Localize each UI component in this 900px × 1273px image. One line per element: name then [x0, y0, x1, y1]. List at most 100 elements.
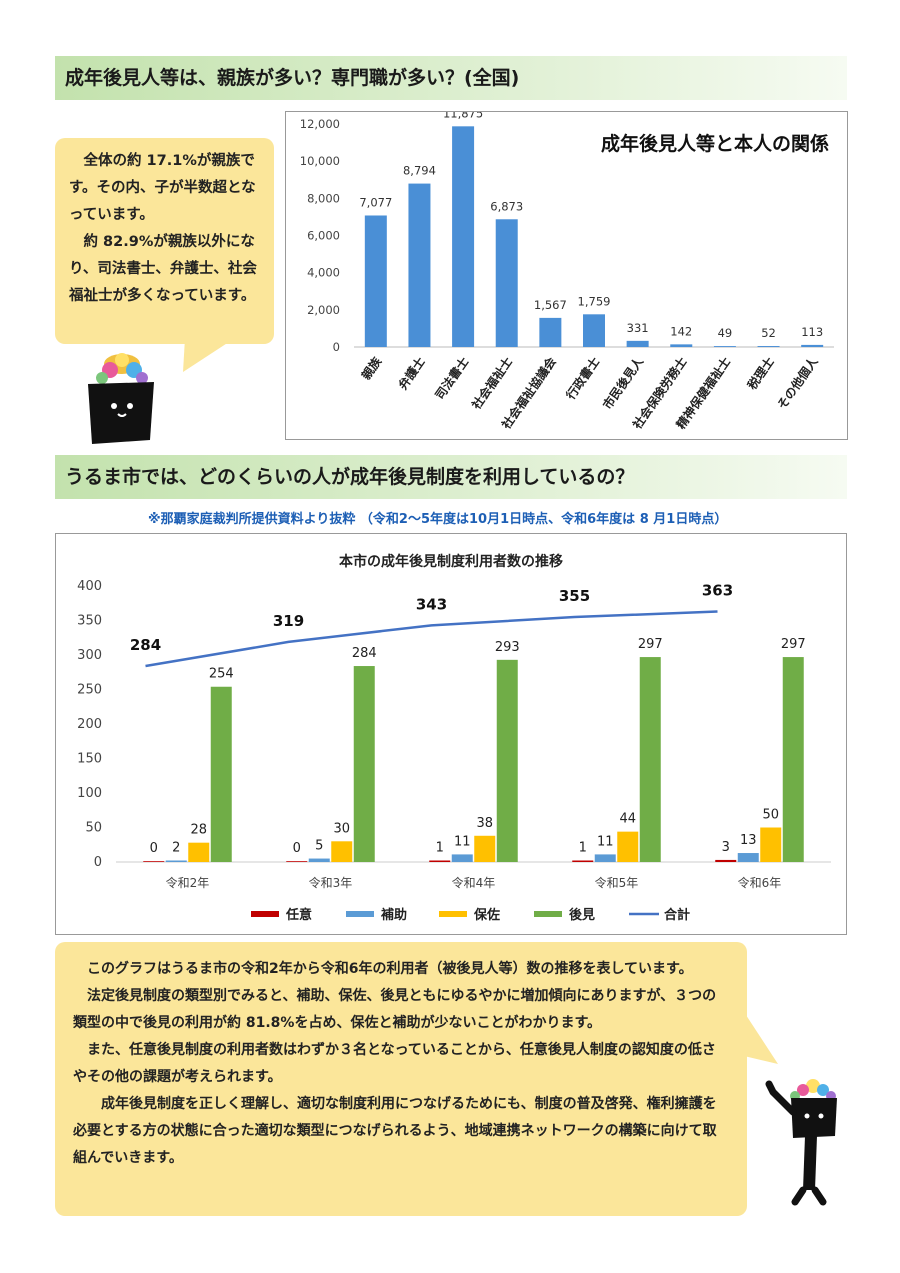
chart2-value-label: 38: [476, 816, 493, 831]
bubble2-para-2: 法定後見制度の類型別でみると、補助、保佐、後見ともにゆるやかに増加傾向にあります…: [73, 988, 717, 1031]
chart2-total-label: 343: [416, 595, 447, 613]
chart2-total-label: 363: [702, 582, 733, 600]
chart1-category-label: 税理士: [744, 354, 777, 392]
chart2-value-label: 2: [172, 841, 180, 856]
chart1-value-label: 1,759: [578, 294, 611, 308]
bubble2-para-3: また、任意後見制度の利用者数はわずか３名となっていることから、任意後見人制度の認…: [73, 1042, 716, 1085]
chart1-value-label: 113: [801, 325, 823, 339]
chart2-bar: [308, 858, 330, 862]
chart2-legend-label: 補助: [380, 907, 407, 923]
chart1-ytick-label: 8,000: [307, 191, 340, 205]
chart2-value-label: 11: [597, 834, 614, 849]
chart1-bar: [408, 183, 431, 347]
chart2-category-label: 令和2年: [166, 875, 210, 890]
pointing-mascot-icon: [765, 1079, 837, 1206]
chart1-ytick-label: 10,000: [300, 154, 340, 168]
chart2-bar: [594, 854, 616, 862]
bubble1-tail: [183, 338, 235, 372]
chart1-bar: [583, 314, 605, 347]
chart1-value-label: 8,794: [403, 164, 436, 178]
chart2-legend-label: 合計: [664, 907, 690, 923]
bubble2-para-4: 成年後見制度を正しく理解し、適切な制度利用につなげるためにも、制度の普及啓発、権…: [73, 1096, 717, 1166]
chart1-value-label: 331: [627, 321, 649, 335]
chart2-ytick-label: 350: [77, 614, 102, 629]
chart1-category-label: 司法書士: [432, 354, 472, 402]
chart2-bar: [496, 659, 518, 862]
chart1-bar: [670, 344, 693, 347]
chart2-value-label: 297: [781, 637, 806, 652]
chart2-legend-swatch: [534, 911, 562, 917]
chart1-bar: [364, 215, 387, 347]
chart1-ytick-label: 2,000: [307, 303, 340, 317]
chart1-category-label: 社会福祉士: [468, 354, 515, 413]
chart1-bar: [452, 126, 475, 348]
chart1-value-label: 7,077: [359, 195, 392, 209]
chart2-category-label: 令和3年: [309, 875, 353, 890]
chart1-category-label: 弁護士: [395, 354, 428, 392]
chart2-value-label: 50: [762, 808, 779, 823]
chart2-value-label: 293: [495, 640, 520, 655]
chart2-bar: [474, 835, 496, 862]
chart2-bar: [617, 831, 639, 862]
chart1-bar: [801, 344, 824, 347]
chart2-value-label: 1: [579, 841, 587, 856]
mascot-icon: [88, 353, 154, 444]
chart2-value-label: 28: [190, 823, 207, 838]
chart2-value-label: 44: [619, 812, 636, 827]
chart1-ytick-label: 12,000: [300, 117, 340, 131]
chart2-category-label: 令和4年: [452, 875, 496, 890]
chart2-bar: [737, 853, 759, 862]
chart2-ytick-label: 250: [77, 683, 102, 698]
chart1-category-label: 行政書士: [562, 354, 602, 403]
chart2-bar: [143, 861, 165, 862]
chart-national-svg: 成年後見人等と本人の関係 0 2,000 4,000 6,000 8,000 10,000 1…: [300, 106, 834, 432]
chart-national-relation: 成年後見人等と本人の関係 0 2,000 4,000 6,000 8,000 10,000 1…: [285, 106, 848, 440]
chart1-value-label: 49: [718, 326, 733, 340]
chart1-value-label: 1,567: [534, 298, 567, 312]
chart2-legend-swatch: [439, 911, 467, 917]
chart2-ytick-label: 100: [77, 786, 102, 801]
chart2-bar: [165, 860, 187, 862]
chart2-bar: [286, 861, 308, 862]
chart2-legend-label: 任意: [285, 907, 312, 923]
chart1-ytick-label: 4,000: [307, 266, 340, 280]
chart2-ytick-label: 300: [77, 648, 102, 663]
chart1-ytick-label: 0: [333, 340, 340, 354]
chart2-value-label: 0: [293, 841, 301, 856]
section1-title: 成年後見人等は、親族が多い？専門職が多い？(全国): [55, 56, 847, 100]
chart2-bar: [353, 666, 375, 862]
chart1-title: 成年後見人等と本人の関係: [601, 132, 829, 155]
chart1-value-label: 52: [761, 326, 776, 340]
chart2-category-label: 令和6年: [738, 875, 782, 890]
chart2-value-label: 13: [740, 833, 757, 848]
speech-bubble-national: 全体の約 17.1%が親族です。その内、子が半数超となっています。 約 82.9…: [55, 138, 274, 344]
chart2-bar: [760, 827, 782, 862]
chart1-ytick-label: 6,000: [307, 229, 340, 243]
chart2-total-label: 355: [559, 587, 590, 605]
chart2-bar: [639, 657, 661, 862]
chart-city-svg: 本市の成年後見制度利用者数の推移050100150200250300350400…: [77, 553, 831, 923]
chart2-bar: [331, 841, 353, 862]
chart2-bar: [210, 686, 232, 862]
chart2-bar: [451, 854, 473, 862]
chart2-ytick-label: 0: [94, 855, 102, 870]
chart1-bar: [539, 317, 562, 347]
chart2-bar: [782, 657, 804, 862]
chart2-bar: [429, 860, 451, 862]
chart2-value-label: 297: [638, 637, 663, 652]
chart2-value-label: 1: [436, 841, 444, 856]
bubble2-tail: [744, 1012, 778, 1064]
chart2-total-label: 284: [130, 636, 161, 654]
chart2-value-label: 0: [150, 841, 158, 856]
chart1-category-label: 市民後見人: [599, 353, 646, 412]
section2-title: うるま市では、どのくらいの人が成年後見制度を利用しているの？: [55, 455, 847, 499]
chart2-value-label: 11: [454, 834, 471, 849]
chart-city-trend: 本市の成年後見制度利用者数の推移 0 50 100 150 200 250 300 350 400…: [55, 533, 847, 935]
chart1-bar: [757, 346, 780, 347]
chart2-title: 本市の成年後見制度利用者数の推移: [339, 553, 563, 570]
chart2-category-label: 令和5年: [595, 875, 639, 890]
chart2-legend-label: 後見: [569, 907, 595, 923]
chart1-bar: [713, 346, 736, 347]
chart2-bar: [572, 860, 594, 862]
chart2-value-label: 30: [333, 821, 350, 836]
